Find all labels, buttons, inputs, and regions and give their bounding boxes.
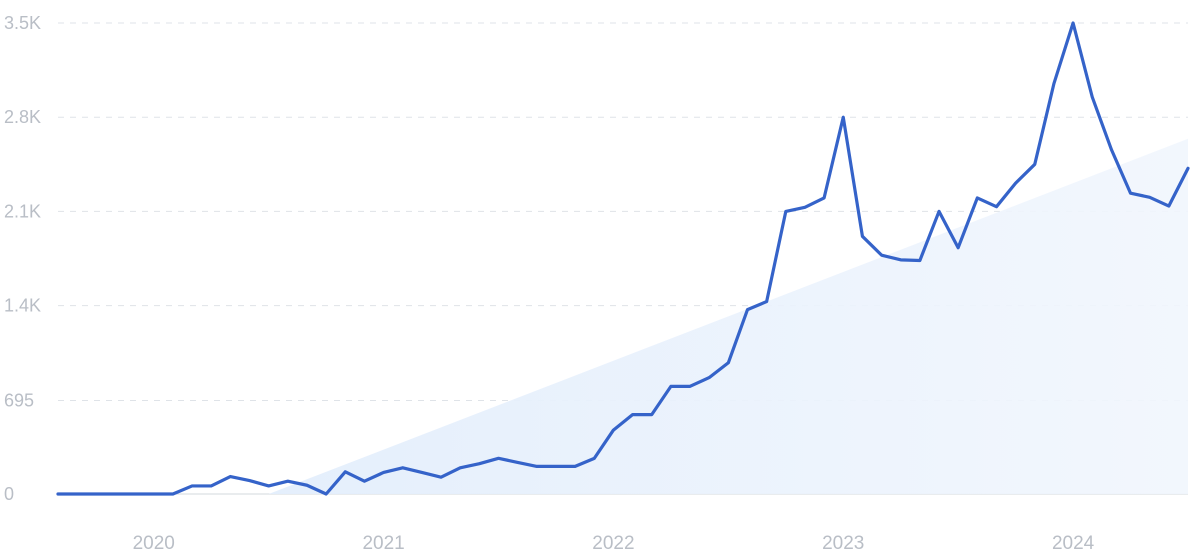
y-axis-tick-labels: 0 695 1.4K 2.1K 2.8K 3.5K: [4, 13, 41, 504]
y-tick-label: 0: [4, 484, 14, 504]
data-point: [1187, 167, 1189, 169]
data-point: [1168, 205, 1170, 207]
data-point: [804, 206, 806, 208]
data-point: [153, 493, 155, 495]
data-point: [76, 493, 78, 495]
x-axis-tick-labels: 2020 2021 2022 2023 2024: [133, 533, 1095, 554]
data-point: [823, 197, 825, 199]
data-point: [248, 479, 250, 481]
data-point: [172, 493, 174, 495]
data-point: [421, 471, 423, 473]
x-tick-label: 2021: [362, 533, 404, 554]
data-point: [555, 465, 557, 467]
data-point: [727, 362, 729, 364]
data-point: [593, 457, 595, 459]
y-tick-label: 695: [4, 390, 34, 410]
x-tick-label: 2023: [822, 533, 864, 554]
data-point: [1034, 163, 1036, 165]
data-point: [746, 308, 748, 310]
y-tick-label: 2.1K: [4, 201, 41, 221]
data-point: [57, 493, 59, 495]
data-point: [478, 463, 480, 465]
data-point: [191, 485, 193, 487]
data-point: [708, 376, 710, 378]
data-point: [900, 259, 902, 261]
y-tick-label: 1.4K: [4, 296, 41, 316]
data-point: [919, 259, 921, 261]
trend-area-fill: [268, 138, 1188, 494]
y-tick-label: 3.5K: [4, 13, 41, 33]
data-point: [1072, 22, 1074, 24]
data-point: [1129, 192, 1131, 194]
data-point: [382, 471, 384, 473]
data-point: [574, 465, 576, 467]
data-point: [516, 461, 518, 463]
data-point: [861, 235, 863, 237]
data-point: [1053, 82, 1055, 84]
data-point: [363, 480, 365, 482]
series-layer: [56, 21, 1190, 496]
data-point: [114, 493, 116, 495]
y-tick-label: 2.8K: [4, 107, 41, 127]
x-tick-label: 2024: [1052, 533, 1095, 554]
data-point: [267, 485, 269, 487]
data-point: [287, 480, 289, 482]
data-point: [344, 471, 346, 473]
data-point: [651, 413, 653, 415]
series-line: [56, 21, 1190, 496]
data-point: [440, 476, 442, 478]
data-point: [631, 413, 633, 415]
x-tick-label: 2022: [592, 533, 634, 554]
data-point: [497, 457, 499, 459]
data-point: [670, 385, 672, 387]
data-point: [938, 210, 940, 212]
data-point: [306, 484, 308, 486]
data-point: [325, 493, 327, 495]
data-point: [842, 116, 844, 118]
data-point: [229, 475, 231, 477]
data-point: [1091, 96, 1093, 98]
data-point: [880, 254, 882, 256]
data-point: [402, 467, 404, 469]
trend-area: [268, 138, 1188, 494]
data-point: [133, 493, 135, 495]
data-point: [785, 210, 787, 212]
data-point: [995, 205, 997, 207]
data-point: [1148, 196, 1150, 198]
data-point: [957, 247, 959, 249]
data-point: [765, 300, 767, 302]
data-point: [976, 197, 978, 199]
data-point: [536, 465, 538, 467]
x-tick-label: 2020: [133, 533, 175, 554]
data-point: [612, 429, 614, 431]
data-point: [1014, 182, 1016, 184]
data-point: [210, 485, 212, 487]
data-point: [689, 385, 691, 387]
data-point: [1110, 148, 1112, 150]
data-point: [459, 467, 461, 469]
data-point: [95, 493, 97, 495]
